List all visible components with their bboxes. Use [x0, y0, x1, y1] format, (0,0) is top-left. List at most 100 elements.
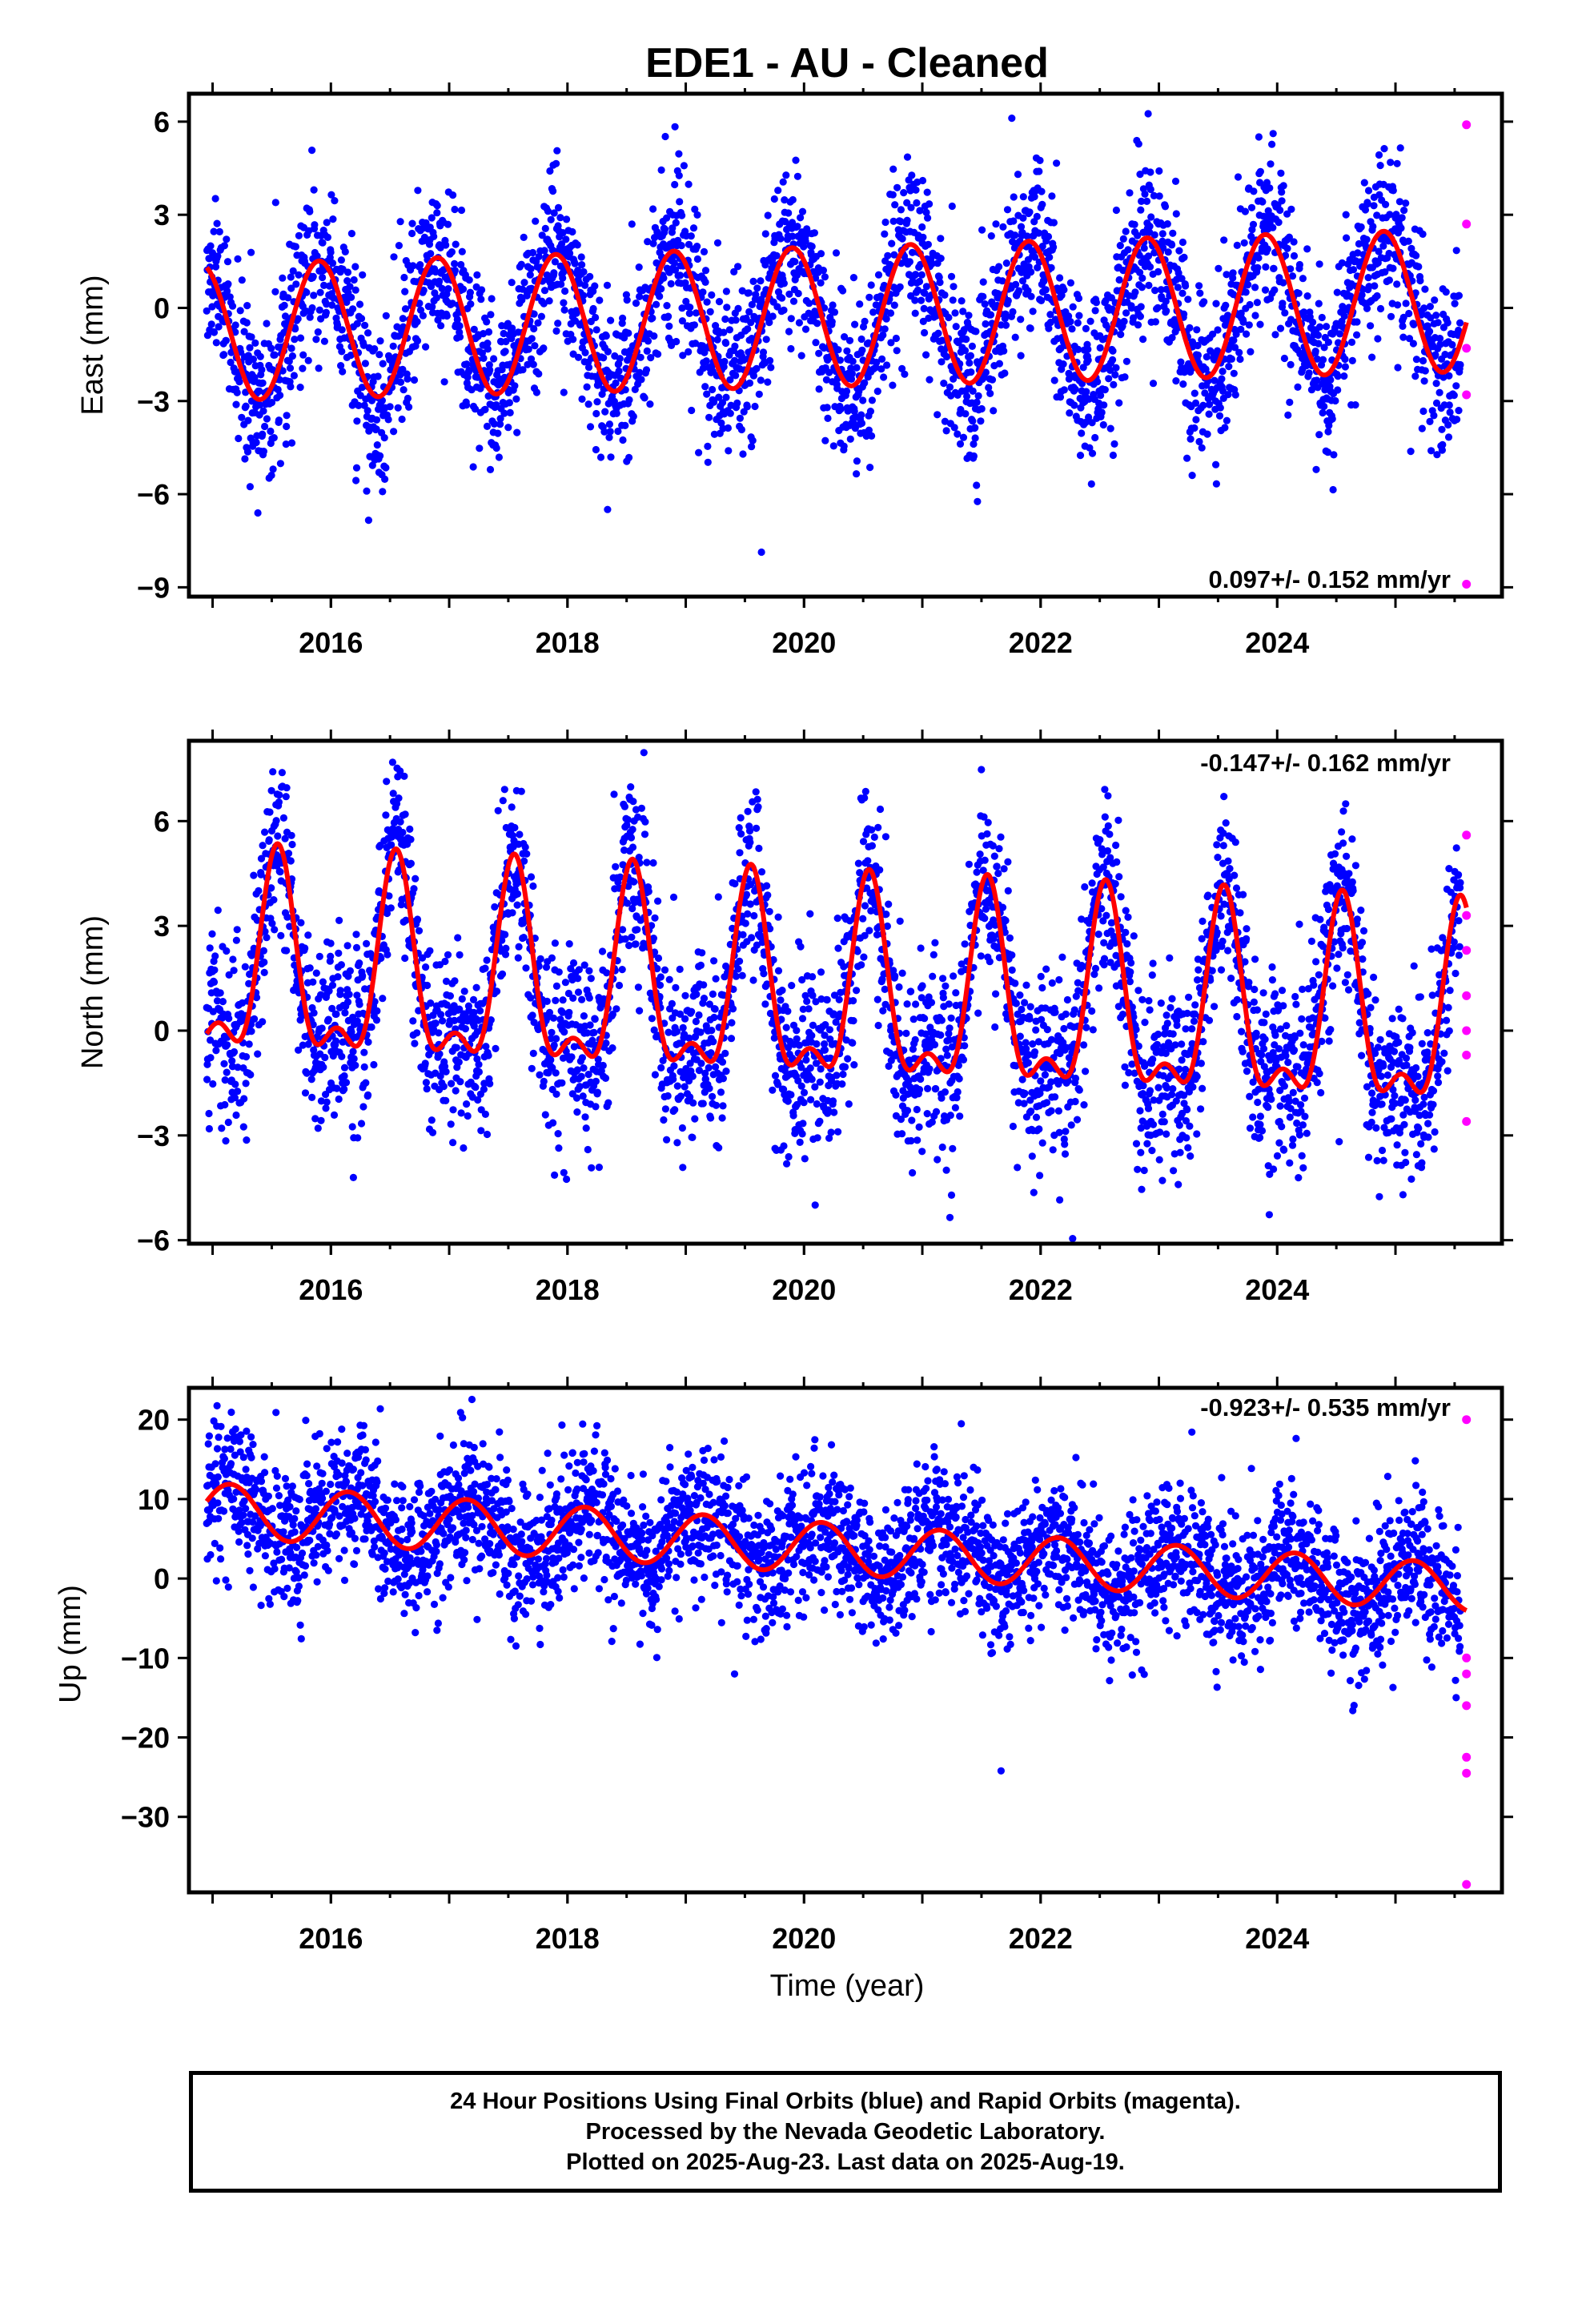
final-point — [734, 263, 742, 271]
final-point — [1030, 253, 1039, 261]
final-point — [1194, 351, 1202, 360]
final-point — [420, 286, 428, 295]
final-point — [423, 1085, 431, 1093]
final-point — [724, 424, 733, 432]
final-point — [1220, 236, 1228, 244]
final-point — [880, 373, 888, 381]
final-point — [416, 261, 424, 269]
final-point — [1370, 202, 1378, 210]
final-point — [830, 308, 839, 316]
final-point — [970, 452, 978, 460]
final-point — [705, 413, 713, 421]
final-point — [410, 376, 419, 384]
final-point — [1399, 333, 1407, 341]
final-point — [558, 1079, 566, 1087]
final-point — [495, 453, 504, 461]
final-point — [1079, 364, 1087, 372]
final-point — [508, 279, 516, 287]
final-point — [969, 417, 977, 425]
final-point — [762, 336, 770, 344]
final-point — [625, 453, 633, 462]
final-point — [581, 1113, 589, 1121]
final-point — [602, 332, 610, 340]
final-point — [261, 828, 269, 836]
final-point — [283, 784, 291, 792]
final-point — [950, 424, 958, 432]
final-point — [340, 1072, 348, 1080]
final-point — [693, 243, 701, 251]
final-point — [1137, 303, 1145, 311]
final-point — [432, 294, 441, 302]
x-tick-label: 2022 — [1009, 626, 1073, 659]
final-point — [998, 277, 1006, 285]
final-point — [892, 334, 900, 343]
final-point — [330, 1111, 339, 1119]
final-point — [592, 409, 600, 418]
final-point — [294, 315, 302, 323]
final-point — [1230, 336, 1238, 344]
final-point — [1263, 245, 1271, 253]
final-point — [448, 1080, 456, 1088]
final-point — [765, 319, 773, 327]
final-point — [327, 939, 335, 947]
final-point — [1180, 310, 1188, 318]
final-point — [760, 970, 768, 978]
final-point — [266, 808, 274, 816]
final-point — [1056, 274, 1064, 282]
final-point — [1142, 197, 1151, 205]
final-point — [500, 329, 508, 338]
final-point — [1299, 275, 1307, 283]
final-point — [409, 1017, 417, 1025]
final-point — [1191, 389, 1199, 397]
final-point — [898, 235, 906, 243]
final-point — [473, 271, 481, 279]
final-point — [1247, 348, 1255, 356]
final-point — [444, 285, 452, 293]
final-point — [623, 296, 631, 304]
final-point — [921, 289, 929, 297]
final-point — [700, 981, 708, 989]
final-point — [592, 326, 600, 334]
final-point — [1122, 309, 1130, 317]
final-point — [1389, 187, 1397, 195]
final-point — [719, 1102, 727, 1110]
east-model-curve — [204, 228, 1469, 402]
final-point — [673, 337, 681, 346]
final-point — [1159, 243, 1167, 252]
final-point — [612, 862, 620, 870]
final-point — [350, 275, 358, 284]
final-point — [504, 424, 512, 432]
final-point — [764, 378, 772, 386]
final-point — [341, 1009, 349, 1017]
final-point — [426, 947, 434, 955]
final-point — [1243, 330, 1251, 338]
final-point — [942, 427, 950, 435]
final-point — [1255, 133, 1263, 141]
final-point — [1115, 275, 1123, 284]
final-point — [916, 207, 924, 215]
final-point — [1136, 171, 1144, 179]
final-point — [396, 378, 405, 386]
final-point — [1134, 321, 1142, 329]
final-point — [351, 1061, 359, 1069]
final-point — [732, 316, 740, 324]
final-point — [641, 818, 649, 826]
final-point — [648, 314, 656, 322]
final-point — [547, 1055, 555, 1064]
final-point — [470, 325, 478, 333]
final-point — [296, 334, 305, 342]
final-point — [316, 288, 324, 296]
final-point — [1195, 437, 1203, 446]
final-point — [990, 407, 998, 415]
final-point — [513, 890, 522, 898]
final-point — [688, 1007, 696, 1015]
final-point — [267, 344, 275, 352]
final-point — [785, 209, 793, 217]
final-point — [1434, 319, 1442, 327]
final-point — [1201, 389, 1209, 397]
final-point — [357, 315, 366, 323]
final-point — [416, 300, 424, 308]
final-point — [573, 1108, 581, 1116]
final-point — [299, 1041, 307, 1049]
final-point — [1445, 372, 1453, 380]
